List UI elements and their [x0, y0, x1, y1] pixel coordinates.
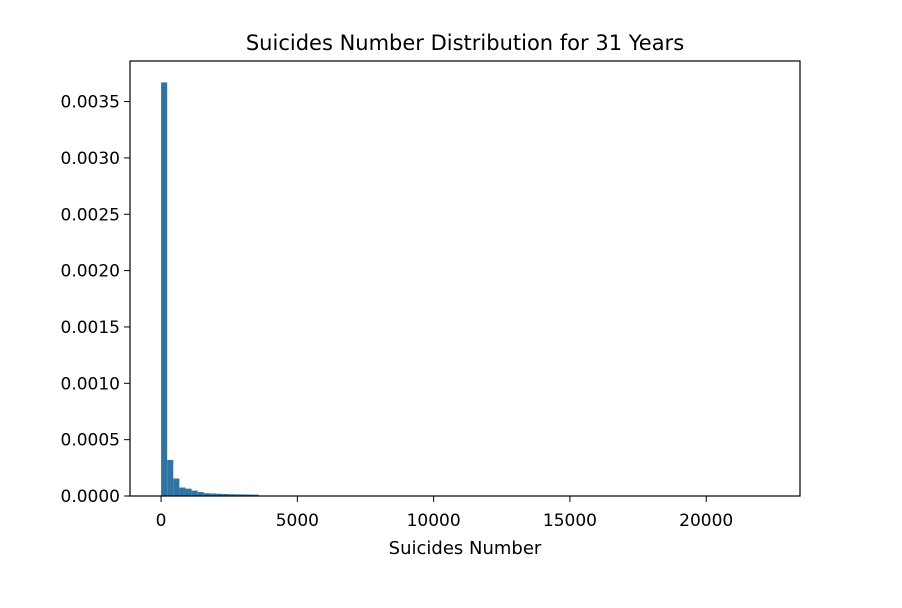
y-tick-label: 0.0005 [61, 431, 120, 451]
histogram-bar [161, 82, 167, 496]
histogram-bar [192, 491, 198, 496]
x-tick-label: 10000 [407, 511, 461, 531]
x-tick-label: 15000 [543, 511, 597, 531]
chart-title: Suicides Number Distribution for 31 Year… [246, 31, 684, 55]
x-axis-title: Suicides Number [389, 538, 542, 559]
histogram-bar [185, 489, 191, 496]
y-tick-label: 0.0030 [61, 149, 120, 169]
y-tick-label: 0.0000 [61, 487, 120, 507]
plot-frame [130, 61, 800, 496]
x-axis-ticks: 0 5000 10000 15000 20000 [156, 496, 734, 531]
y-tick-label: 0.0025 [61, 205, 120, 225]
x-tick-label: 20000 [679, 511, 733, 531]
histogram-bar [173, 479, 179, 496]
histogram-bars [161, 82, 772, 496]
histogram-bar [179, 488, 185, 496]
x-tick-label: 0 [156, 511, 167, 531]
x-tick-label: 5000 [276, 511, 319, 531]
histogram-bar [167, 460, 173, 496]
y-tick-label: 0.0035 [61, 93, 120, 113]
y-tick-label: 0.0015 [61, 318, 120, 338]
y-tick-label: 0.0010 [61, 374, 120, 394]
y-axis-ticks: 0.0000 0.0005 0.0010 0.0015 0.0020 0.0025 0.00… [61, 93, 130, 507]
y-tick-label: 0.0020 [61, 262, 120, 282]
